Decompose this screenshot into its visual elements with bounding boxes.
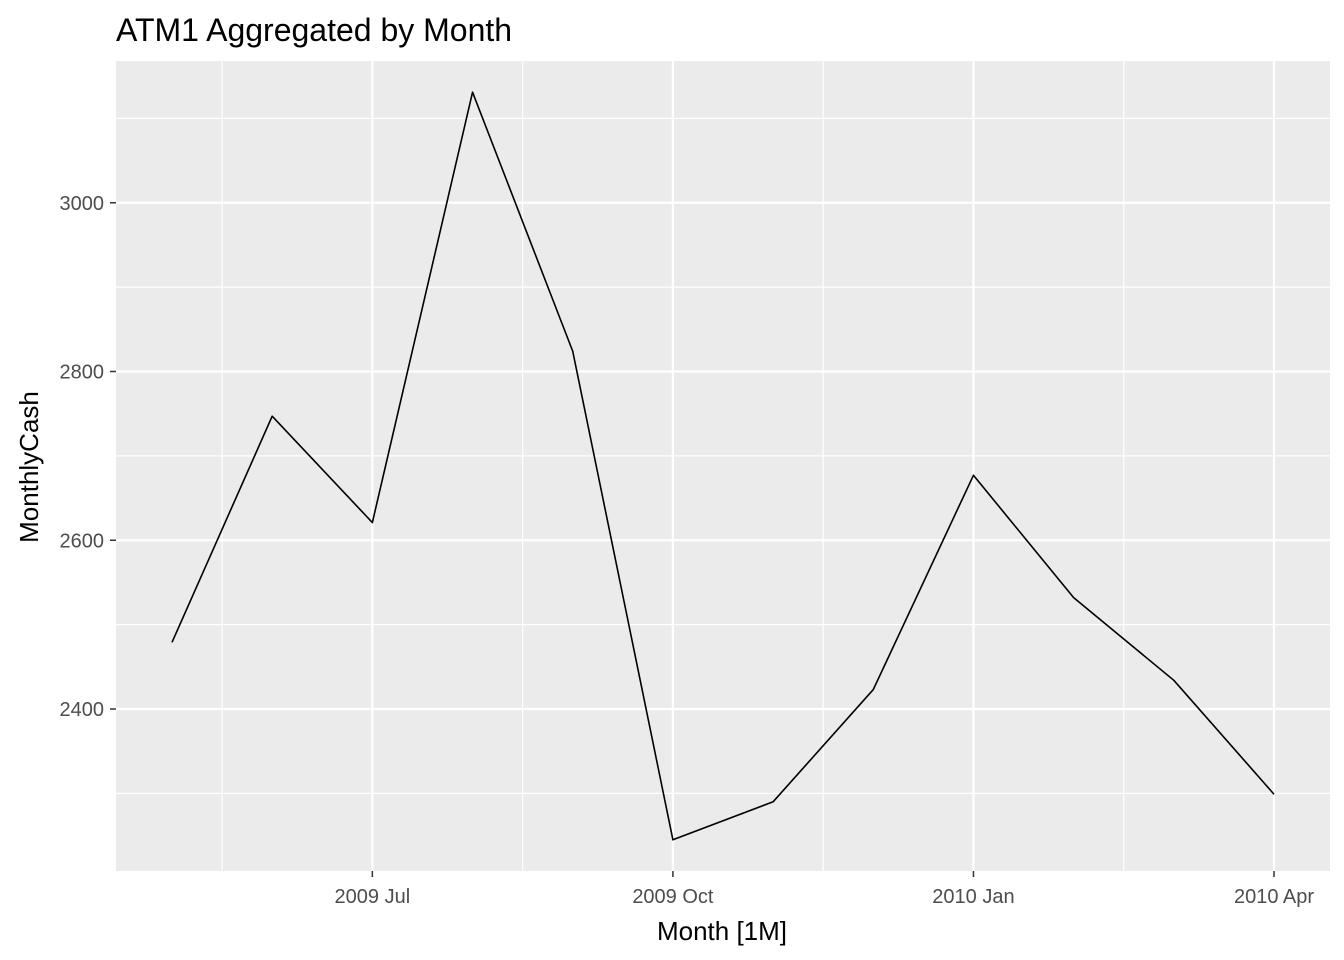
x-tick-label: 2009 Oct — [632, 886, 714, 908]
minor-gridlines — [116, 61, 1330, 871]
y-axis: 2400 2600 2800 3000 — [60, 193, 116, 721]
x-axis: 2009 Jul 2009 Oct 2010 Jan 2010 Apr — [335, 871, 1314, 908]
plot-panel — [116, 61, 1330, 871]
x-tick-label: 2009 Jul — [335, 886, 411, 908]
y-tick-label: 3000 — [60, 193, 105, 215]
y-tick-label: 2400 — [60, 699, 105, 721]
y-axis-title: MonthlyCash — [14, 391, 44, 543]
major-gridlines — [116, 61, 1330, 871]
chart-title: ATM1 Aggregated by Month — [116, 12, 512, 48]
y-tick-label: 2800 — [60, 362, 105, 384]
x-tick-label: 2010 Jan — [932, 886, 1014, 908]
series-layer — [171, 91, 1275, 841]
y-tick-label: 2600 — [60, 530, 105, 552]
x-axis-title: Month [1M] — [657, 916, 787, 946]
series-line — [171, 91, 1275, 841]
x-tick-label: 2010 Apr — [1234, 886, 1314, 908]
